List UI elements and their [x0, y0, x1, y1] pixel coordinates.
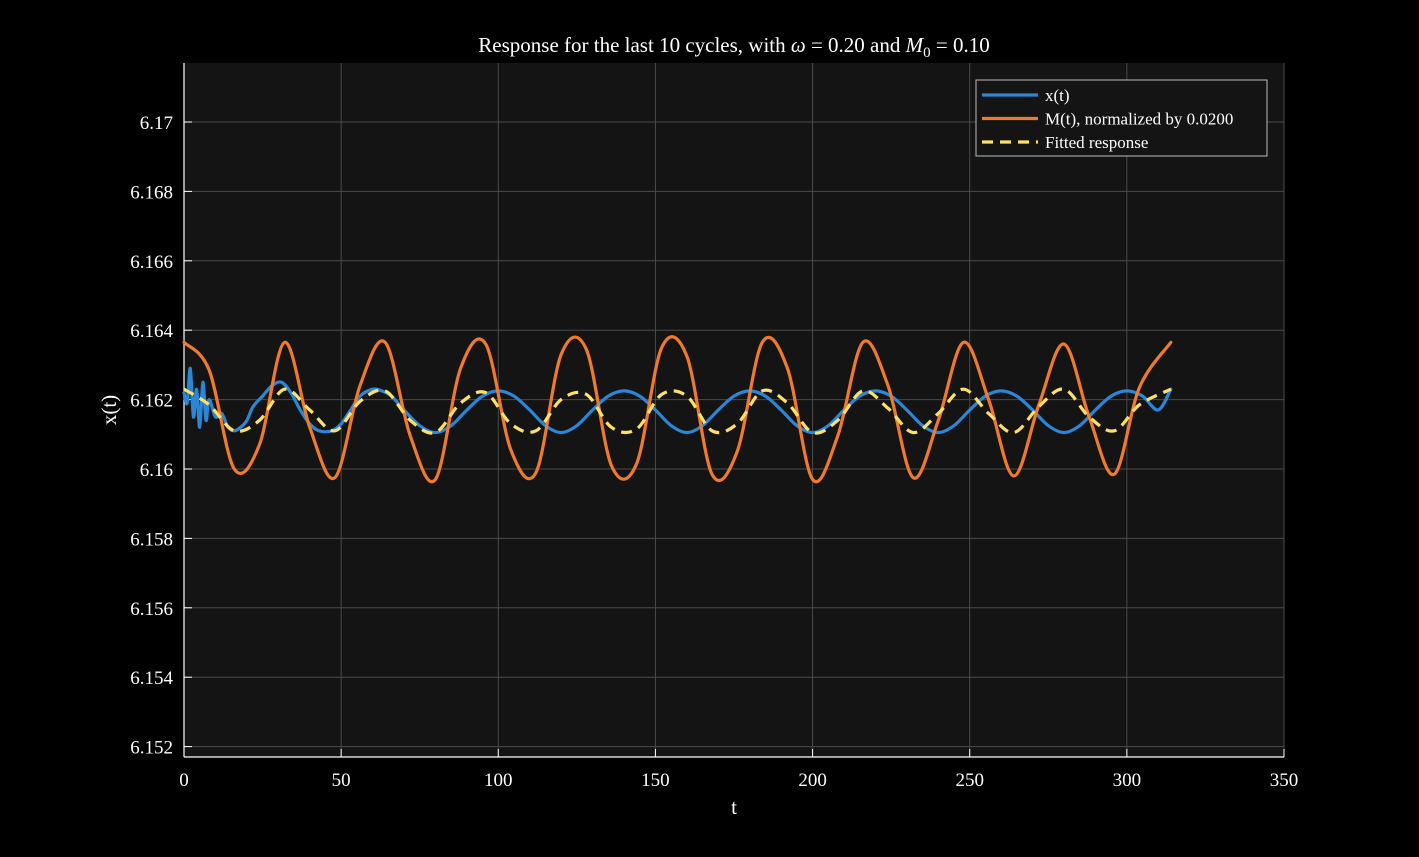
grid — [183, 63, 1285, 757]
x-tick-label-1: 50 — [332, 770, 351, 791]
title-m-symbol: M — [905, 33, 925, 57]
series-lines — [182, 335, 1173, 484]
x-tick-label-0: 0 — [179, 770, 189, 791]
title-omega-symbol: ω — [791, 33, 806, 57]
title-m-value: 0.10 — [953, 33, 990, 57]
y-tick-label-5: 6.162 — [130, 391, 173, 412]
y-tick-label-7: 6.166 — [130, 252, 173, 273]
x-tick-label-6: 300 — [1113, 770, 1142, 791]
y-tick-label-6: 6.164 — [130, 321, 173, 342]
y-axis-title: x(t) — [97, 395, 121, 425]
legend: x(t) M(t), normalized by 0.0200 Fitted res… — [975, 79, 1268, 157]
chart-title: Response for the last 10 cycles, with ω … — [478, 33, 989, 61]
legend-entry-mt-label: M(t), normalized by 0.0200 — [1045, 110, 1233, 129]
fitted-response-line — [183, 387, 1172, 435]
y-tick-label-1: 6.154 — [130, 668, 173, 689]
title-prefix: Response for the last 10 cycles, with — [478, 33, 791, 57]
y-tick-label-3: 6.158 — [130, 529, 173, 550]
y-tick-label-0: 6.152 — [130, 738, 173, 759]
title-equals-2: = — [931, 33, 953, 57]
tick-labels: 0 50 100 150 200 250 300 350 6.152 6.154 6.156 6.15… — [130, 113, 1298, 791]
x-tick-label-3: 150 — [641, 770, 670, 791]
axes — [183, 63, 1285, 758]
x-tick-label-4: 200 — [798, 770, 827, 791]
x-tick-label-2: 100 — [484, 770, 513, 791]
x-axis-title: t — [731, 795, 737, 819]
y-tick-label-2: 6.156 — [130, 599, 173, 620]
mt-series-line — [182, 335, 1173, 484]
title-equals-1: = — [806, 33, 828, 57]
title-and: and — [865, 33, 906, 57]
x-tick-label-7: 350 — [1270, 770, 1299, 791]
xt-series-line — [182, 366, 1173, 435]
x-tick-label-5: 250 — [955, 770, 984, 791]
plot-area — [184, 63, 1284, 757]
y-tick-label-4: 6.16 — [140, 460, 173, 481]
legend-entry-xt-label: x(t) — [1045, 86, 1070, 105]
title-omega-value: 0.20 — [828, 33, 865, 57]
y-tick-label-8: 6.168 — [130, 182, 173, 203]
legend-entry-fitted-label: Fitted response — [1045, 133, 1148, 152]
title-m-subscript: 0 — [923, 45, 931, 61]
y-tick-label-9: 6.17 — [140, 113, 173, 134]
